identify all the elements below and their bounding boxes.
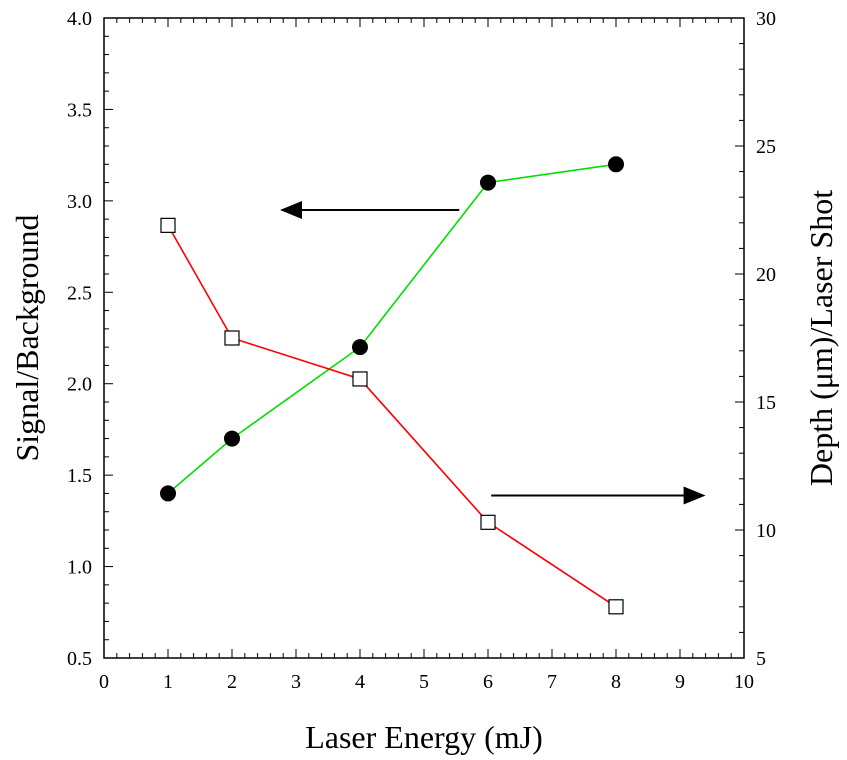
series-2-point (224, 330, 240, 346)
y-tick-label: 1.5 (67, 465, 92, 487)
y2-tick-label: 5 (756, 648, 766, 670)
series-2-point (160, 217, 176, 233)
x-tick-label: 3 (291, 671, 301, 693)
series-1-point (608, 156, 624, 173)
x-tick-label: 2 (227, 671, 237, 693)
series-2-point (608, 599, 624, 615)
series-1-point (160, 485, 176, 502)
y2-tick-label: 25 (756, 136, 776, 158)
y-axis-title: Signal/Background (9, 214, 45, 461)
axis-tick-labels: 0 1 2 3 4 5 6 7 8 9 100.51.01.52.02.53.03.54.05101… (67, 8, 776, 693)
series-1-point (480, 174, 496, 191)
x-tick-label: 8 (611, 671, 621, 693)
y-tick-label: 2.0 (67, 374, 92, 396)
y2-tick-label: 20 (756, 264, 776, 286)
x-tick-label: 9 (675, 671, 685, 693)
x-tick-label: 7 (547, 671, 557, 693)
right-arrow-head (683, 486, 706, 505)
series-2-point (480, 514, 496, 530)
y-tick-label: 3.0 (67, 191, 92, 213)
series-lines (167, 163, 617, 608)
plot-frame (103, 17, 745, 659)
series-1-point (224, 430, 240, 447)
y2-tick-label: 30 (756, 8, 776, 30)
y-tick-label: 1.0 (67, 557, 92, 579)
axis-ticks (103, 17, 745, 659)
axis-indicator-arrows (280, 201, 706, 505)
x-tick-label: 5 (419, 671, 429, 693)
y2-tick-label: 15 (756, 392, 776, 414)
x-axis-title: Laser Energy (mJ) (305, 719, 543, 755)
y-tick-label: 4.0 (67, 8, 92, 30)
series-markers (160, 156, 624, 615)
y2-axis-title: Depth (μm)/Laser Shot (803, 190, 839, 486)
y-tick-label: 3.5 (67, 99, 92, 121)
series-2-point (352, 371, 368, 387)
series-2-line (167, 225, 617, 608)
series-1-point (352, 339, 368, 356)
y-tick-label: 0.5 (67, 648, 92, 670)
x-tick-label: 10 (734, 671, 754, 693)
left-arrow-head (280, 201, 302, 219)
x-tick-label: 1 (163, 671, 173, 693)
x-tick-label: 0 (99, 671, 109, 693)
y-tick-label: 2.5 (67, 282, 92, 304)
x-tick-label: 4 (355, 671, 365, 693)
x-tick-label: 6 (483, 671, 493, 693)
y2-tick-label: 10 (756, 520, 776, 542)
